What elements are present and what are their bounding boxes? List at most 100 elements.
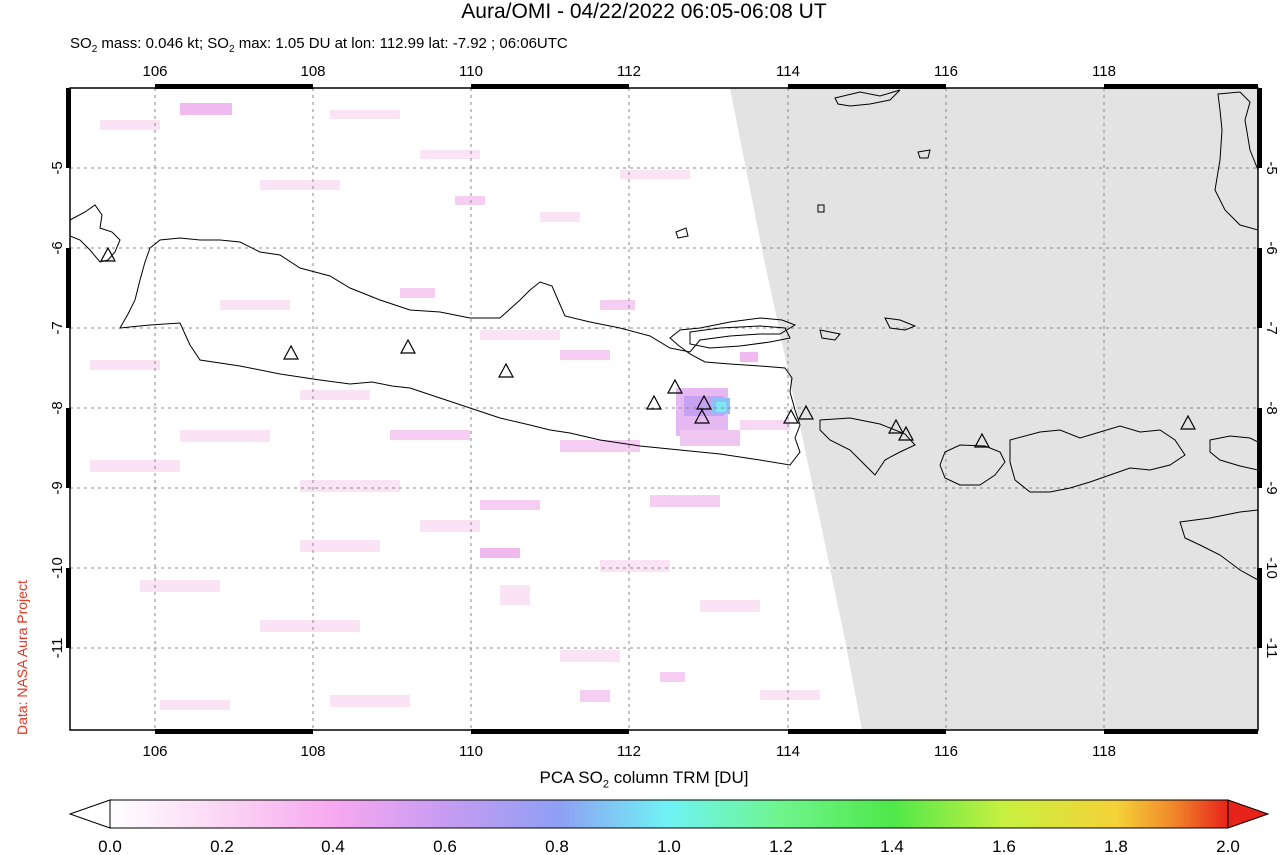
volcano-icon[interactable] — [693, 408, 711, 424]
lon-label: 118 — [1092, 63, 1116, 80]
lon-label: 112 — [617, 63, 641, 80]
so2-pixel — [100, 120, 160, 130]
so2-pixels — [90, 103, 820, 710]
so2-pixel — [400, 288, 435, 298]
volcano-icon[interactable] — [797, 404, 815, 420]
lat-label: -9 — [1263, 481, 1280, 494]
so2-pixel — [300, 390, 370, 400]
volcano-icon[interactable] — [282, 344, 300, 360]
volcano-icon[interactable] — [887, 418, 905, 434]
lat-labels-left: -5 -6 -7 -8 -9 -10 -11 — [49, 161, 66, 658]
volcano-icon[interactable] — [897, 425, 915, 441]
colorbar-ticks: 0.0 0.2 0.4 0.6 0.8 1.0 1.2 1.4 1.6 1.8 … — [98, 837, 1240, 855]
so2-pixel — [330, 695, 410, 707]
colorbar-high-arrow — [1227, 799, 1270, 829]
madura-coastline — [689, 325, 791, 349]
bali-coastline — [819, 417, 916, 476]
summary-part-2: mass: 0.046 kt; SO — [97, 35, 229, 52]
small-island — [917, 149, 931, 159]
lat-label: -7 — [49, 321, 66, 334]
summary-subscript-2: 2 — [228, 44, 235, 55]
sulawesi-coastline — [1214, 91, 1258, 231]
lat-label: -7 — [1263, 321, 1280, 334]
so2-pixel — [90, 460, 180, 472]
colorbar-tick: 0.6 — [433, 837, 457, 855]
so2-pixel — [620, 170, 690, 179]
so2-pixel — [160, 700, 230, 710]
so2-pixel — [560, 350, 610, 360]
lon-label: 106 — [142, 743, 167, 760]
colorbar-tick: 1.4 — [880, 837, 904, 855]
lat-label: -8 — [1263, 401, 1280, 414]
lon-label: 114 — [776, 63, 800, 80]
so2-pixel — [480, 500, 540, 510]
so2-pixel — [330, 110, 400, 119]
lat-label: -5 — [49, 161, 66, 174]
lon-label: 116 — [934, 743, 958, 760]
lat-labels-right: -5 -6 -7 -8 -9 -10 -11 — [1263, 161, 1280, 658]
colorbar-tick: 1.6 — [992, 837, 1016, 855]
coastlines — [70, 89, 1258, 581]
colorbar-tick: 0.2 — [210, 837, 234, 855]
lat-label: -8 — [49, 401, 66, 414]
so2-pixel — [140, 580, 220, 592]
so2-pixel — [180, 430, 270, 442]
frame-bars — [66, 84, 1262, 734]
so2-pixel — [600, 300, 635, 310]
colorbar — [68, 799, 1270, 829]
so2-pixel — [420, 520, 480, 532]
summary-subscript-1: 2 — [91, 44, 98, 55]
plume-pixel — [716, 402, 726, 412]
volcano-icon[interactable] — [782, 408, 800, 424]
volcano-icon[interactable] — [666, 378, 684, 394]
colorbar-tick: 0.0 — [98, 837, 122, 855]
so2-pixel — [420, 150, 480, 159]
so2-pixel — [740, 352, 758, 362]
lon-label: 106 — [142, 63, 167, 80]
lon-label: 110 — [459, 63, 483, 80]
small-island — [819, 329, 841, 341]
colorbar-tick: 0.4 — [321, 837, 345, 855]
so2-pixel — [260, 180, 340, 190]
so2-pixel — [390, 430, 470, 440]
volcano-icon[interactable] — [695, 394, 713, 410]
volcano-icon[interactable] — [497, 362, 515, 378]
map-title: Aura/OMI - 04/22/2022 06:05-06:08 UT — [461, 0, 827, 23]
lon-label: 114 — [776, 743, 800, 760]
lon-labels-bottom: 106 108 110 112 114 116 118 — [142, 743, 1115, 760]
so2-pixel — [580, 690, 610, 702]
so2-plume — [676, 388, 790, 446]
lon-label: 118 — [1092, 743, 1116, 760]
java-coastline — [119, 237, 801, 466]
volcano-icon[interactable] — [973, 432, 991, 448]
graticule — [70, 88, 1258, 730]
summary-part-1: SO — [70, 35, 92, 52]
volcano-icon[interactable] — [645, 394, 663, 410]
volcano-icon[interactable] — [399, 338, 417, 354]
lat-label: -6 — [1263, 241, 1280, 254]
volcano-markers — [99, 246, 1197, 448]
so2-pixel — [180, 103, 232, 115]
lat-label: -5 — [1263, 161, 1280, 174]
lon-labels-top: 106 108 110 112 114 116 118 — [142, 63, 1115, 80]
so2-pixel — [650, 495, 720, 507]
so2-pixel — [300, 540, 380, 552]
volcano-icon[interactable] — [1179, 414, 1197, 430]
lon-label: 108 — [300, 743, 325, 760]
flores-coastline — [1209, 435, 1258, 471]
so2-pixel — [480, 548, 520, 558]
colorbar-low-arrow — [68, 799, 111, 829]
colorbar-label-sub: 2 — [602, 778, 609, 791]
lon-label: 116 — [934, 63, 958, 80]
lat-label: -11 — [49, 638, 66, 659]
lombok-coastline — [939, 444, 1006, 486]
lat-label: -10 — [1263, 557, 1280, 579]
volcano-icon[interactable] — [99, 246, 117, 262]
colorbar-label-post: column TRM [DU] — [608, 768, 749, 787]
so2-pixel — [540, 212, 580, 222]
lon-label: 112 — [617, 743, 641, 760]
lon-label: 110 — [459, 743, 483, 760]
colorbar-tick: 1.2 — [769, 837, 793, 855]
lat-label: -6 — [49, 241, 66, 254]
